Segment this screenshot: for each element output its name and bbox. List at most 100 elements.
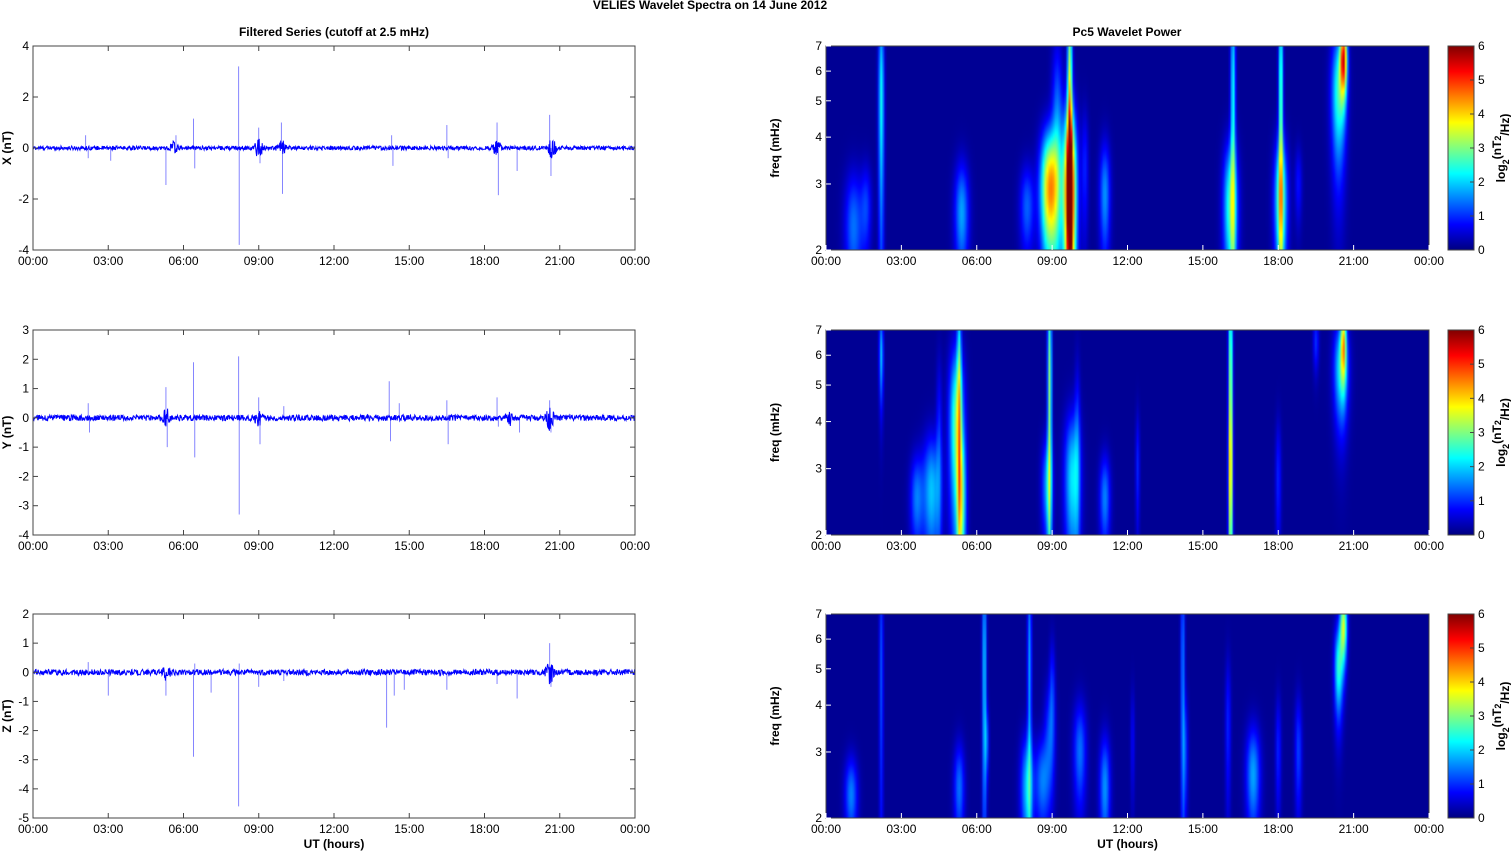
x-tick-label: 18:00 xyxy=(469,539,499,553)
x-tick-label: 15:00 xyxy=(394,254,424,268)
colorbar-label-part: (nT xyxy=(1490,425,1504,444)
colorbar-tick-label: 5 xyxy=(1478,73,1485,87)
colorbar-label-part: /Hz) xyxy=(1498,682,1511,704)
x-tick-label: 12:00 xyxy=(319,539,349,553)
colorbar-label-part: /Hz) xyxy=(1498,398,1511,420)
y-axis-label: freq (mHz) xyxy=(768,403,782,462)
y-axis-label: X (nT) xyxy=(0,131,14,165)
timeseries-panel-1: 00:00 03:00 06:00 09:00 12:00 15:00 18:00 21:00… xyxy=(0,39,650,268)
x-tick-label: 21:00 xyxy=(1339,254,1369,268)
y-tick-label: 1 xyxy=(22,382,29,396)
colorbar-tick-label: 2 xyxy=(1478,175,1485,189)
x-axis-label: UT (hours) xyxy=(304,837,365,851)
x-tick-label: 03:00 xyxy=(93,822,123,836)
y-tick-label: -4 xyxy=(18,243,29,257)
x-tick-label: 00:00 xyxy=(620,539,650,553)
plot-grid: 00:00 03:00 06:00 09:00 12:00 15:00 18:00 21:00… xyxy=(0,39,1511,851)
y-tick-label: -1 xyxy=(18,694,29,708)
y-tick-label: 0 xyxy=(22,411,29,425)
x-tick-label: 12:00 xyxy=(1112,254,1142,268)
y-axis-label: Z (nT) xyxy=(0,699,14,732)
y-tick-label: -3 xyxy=(18,499,29,513)
x-tick-label: 15:00 xyxy=(1188,822,1218,836)
axes-background xyxy=(33,614,635,818)
colorbar-label-part: /Hz) xyxy=(1498,114,1511,136)
colorbar-scale xyxy=(1447,613,1475,819)
y-tick-label: 0 xyxy=(22,665,29,679)
wavelet-panel-1: 00:00 03:00 06:00 09:00 12:00 15:00 18:00 21:00… xyxy=(768,39,1511,268)
colorbar-tick-label: 6 xyxy=(1478,39,1485,53)
x-tick-label: 09:00 xyxy=(244,539,274,553)
x-tick-label: 09:00 xyxy=(244,254,274,268)
x-tick-label: 12:00 xyxy=(1112,539,1142,553)
colorbar-label-part: 2 xyxy=(1493,136,1503,141)
x-tick-label: 00:00 xyxy=(1414,822,1444,836)
x-tick-label: 21:00 xyxy=(1339,539,1369,553)
y-tick-label: 2 xyxy=(815,243,822,257)
colorbar-scale xyxy=(1447,45,1475,251)
colorbar-label-part: 2 xyxy=(1493,420,1503,425)
x-tick-label: 03:00 xyxy=(93,254,123,268)
colorbar-label-part: log xyxy=(1494,164,1508,182)
x-tick-label: 21:00 xyxy=(545,539,575,553)
y-tick-label: -4 xyxy=(18,782,29,796)
trace-line xyxy=(32,407,636,431)
x-tick-label: 15:00 xyxy=(1188,539,1218,553)
x-tick-label: 09:00 xyxy=(244,822,274,836)
x-tick-label: 12:00 xyxy=(319,254,349,268)
y-tick-label: 3 xyxy=(815,462,822,476)
x-tick-label: 06:00 xyxy=(962,539,992,553)
y-tick-label: -2 xyxy=(18,192,29,206)
colorbar-tick-label: 4 xyxy=(1478,391,1485,405)
y-tick-label: -2 xyxy=(18,469,29,483)
wavelet-panel-3: 00:00 03:00 06:00 09:00 12:00 15:00 18:00 21:00… xyxy=(768,607,1511,851)
colorbar-label-part: (nT xyxy=(1490,708,1504,727)
figure-suptitle: VELIES Wavelet Spectra on 14 June 2012 xyxy=(593,0,828,12)
x-tick-label: 06:00 xyxy=(168,822,198,836)
y-tick-label: 2 xyxy=(815,811,822,825)
y-tick-label: -3 xyxy=(18,753,29,767)
x-tick-label: 00:00 xyxy=(18,254,48,268)
trace-line xyxy=(32,138,636,159)
y-tick-label: 4 xyxy=(815,130,822,144)
colorbar-tick-label: 5 xyxy=(1478,641,1485,655)
wavelet-power-image xyxy=(826,614,1429,818)
y-tick-label: 0 xyxy=(22,141,29,155)
wavelet-power-image xyxy=(826,330,1429,535)
y-tick-label: -5 xyxy=(18,811,29,825)
y-tick-label: 2 xyxy=(22,607,29,621)
colorbar-label-part: 2 xyxy=(1501,727,1511,732)
colorbar-tick-label: 1 xyxy=(1478,494,1485,508)
x-tick-label: 18:00 xyxy=(1263,254,1293,268)
left-column-title: Filtered Series (cutoff at 2.5 mHz) xyxy=(239,25,429,39)
x-tick-label: 21:00 xyxy=(545,254,575,268)
x-tick-label: 09:00 xyxy=(1037,539,1067,553)
y-tick-label: 7 xyxy=(815,39,822,53)
colorbar-tick-label: 3 xyxy=(1478,141,1485,155)
x-tick-label: 09:00 xyxy=(1037,822,1067,836)
x-tick-label: 18:00 xyxy=(469,822,499,836)
x-tick-label: 06:00 xyxy=(962,822,992,836)
colorbar-tick-label: 2 xyxy=(1478,743,1485,757)
y-tick-label: 5 xyxy=(815,94,822,108)
y-tick-label: -2 xyxy=(18,724,29,738)
colorbar-tick-label: 1 xyxy=(1478,209,1485,223)
y-tick-label: 4 xyxy=(815,698,822,712)
y-tick-label: 3 xyxy=(815,745,822,759)
colorbar-label-part: 2 xyxy=(1501,159,1511,164)
colorbar-tick-label: 4 xyxy=(1478,675,1485,689)
colorbar-label-part: 2 xyxy=(1501,444,1511,449)
x-tick-label: 00:00 xyxy=(811,254,841,268)
colorbar-tick-label: 2 xyxy=(1478,460,1485,474)
colorbar-tick-label: 1 xyxy=(1478,777,1485,791)
y-tick-label: 5 xyxy=(815,662,822,676)
y-tick-label: 5 xyxy=(815,378,822,392)
y-tick-label: 2 xyxy=(815,528,822,542)
x-tick-label: 00:00 xyxy=(18,822,48,836)
colorbar-label: log2(nT2/Hz) xyxy=(1490,114,1511,183)
colorbar-label-part: log xyxy=(1494,732,1508,750)
y-axis-label: freq (mHz) xyxy=(768,118,782,177)
